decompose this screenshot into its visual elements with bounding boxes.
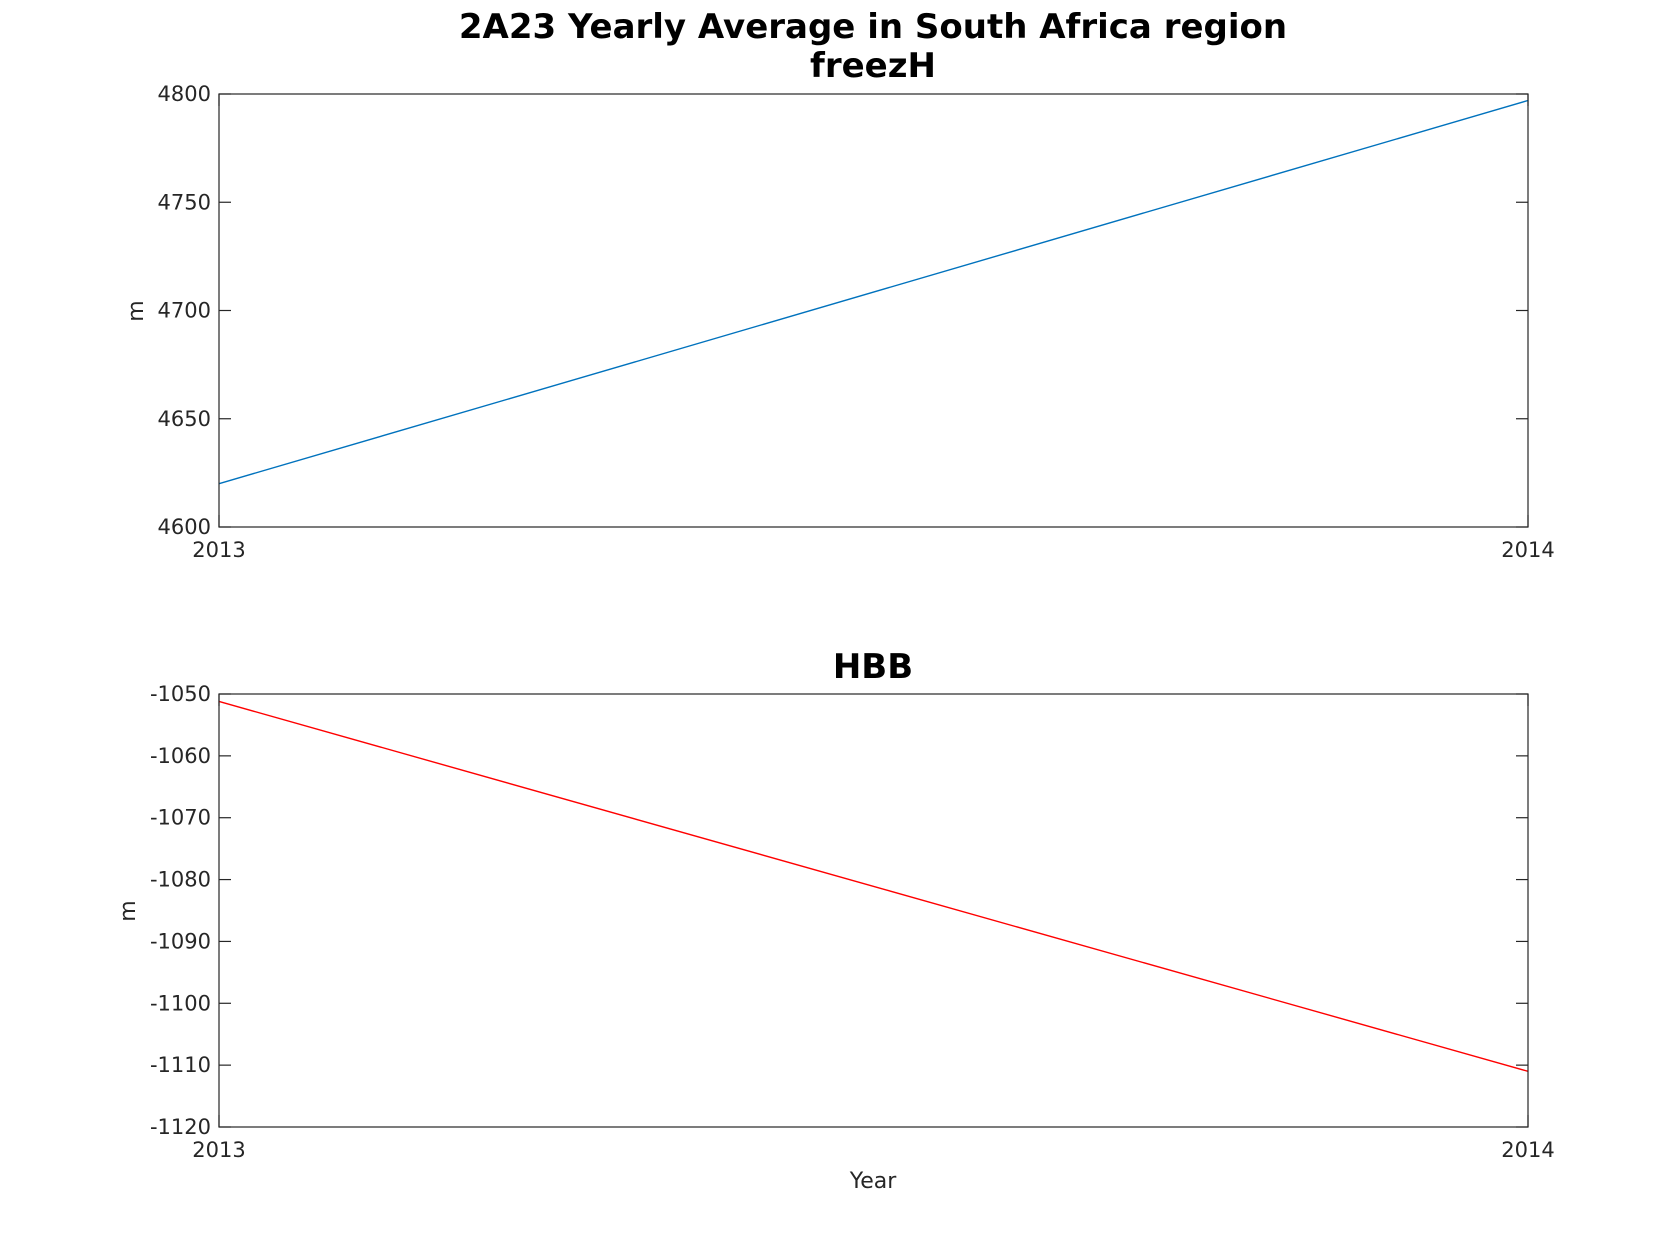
axes-frame-freezH xyxy=(218,93,1529,528)
title-freezH: freezH xyxy=(810,46,936,86)
ylabel-freezH: m xyxy=(124,300,149,321)
ytick-label: 4700 xyxy=(158,299,211,323)
ytick-label: -1070 xyxy=(150,806,211,830)
ytick-label: 4650 xyxy=(158,407,211,431)
xlabel-HBB: Year xyxy=(849,1169,898,1194)
ytick-label: -1060 xyxy=(150,744,211,768)
ytick-label: -1120 xyxy=(150,1115,211,1139)
xtick-label: 2013 xyxy=(192,1138,245,1162)
subplot-HBB: HBB -1120-1110-1100-1090-1080-1070-1060-… xyxy=(116,647,1555,1194)
ytick-label: -1050 xyxy=(150,682,211,706)
ytick-label: 4800 xyxy=(158,82,211,106)
ytick-label: -1110 xyxy=(150,1053,211,1077)
ticks-freezH: 4600 4650 4700 4750 4800 2013 2014 xyxy=(158,82,1555,562)
plot-area-freezH xyxy=(218,99,1529,485)
title-HBB: HBB xyxy=(833,647,913,687)
xtick-label: 2014 xyxy=(1501,1138,1554,1162)
series-line-0 xyxy=(218,700,1529,1073)
xtick-label: 2013 xyxy=(192,538,245,562)
subplot-freezH: 2A23 Yearly Average in South Africa regi… xyxy=(124,7,1555,562)
series-line-0 xyxy=(218,99,1529,485)
ylabel-HBB: m xyxy=(116,900,141,921)
xtick-label: 2014 xyxy=(1501,538,1554,562)
axes-frame-HBB xyxy=(218,693,1529,1128)
ytick-label: 4600 xyxy=(158,515,211,539)
ytick-label: -1090 xyxy=(150,929,211,953)
ytick-label: 4750 xyxy=(158,190,211,214)
ytick-label: -1100 xyxy=(150,991,211,1015)
ytick-label: -1080 xyxy=(150,868,211,892)
suptitle: 2A23 Yearly Average in South Africa regi… xyxy=(459,7,1287,47)
plot-area-HBB xyxy=(218,700,1529,1073)
ticks-HBB: -1120 -1110 -1100 -1090 -1080 -1070 -1060 -1050… xyxy=(150,682,1555,1162)
